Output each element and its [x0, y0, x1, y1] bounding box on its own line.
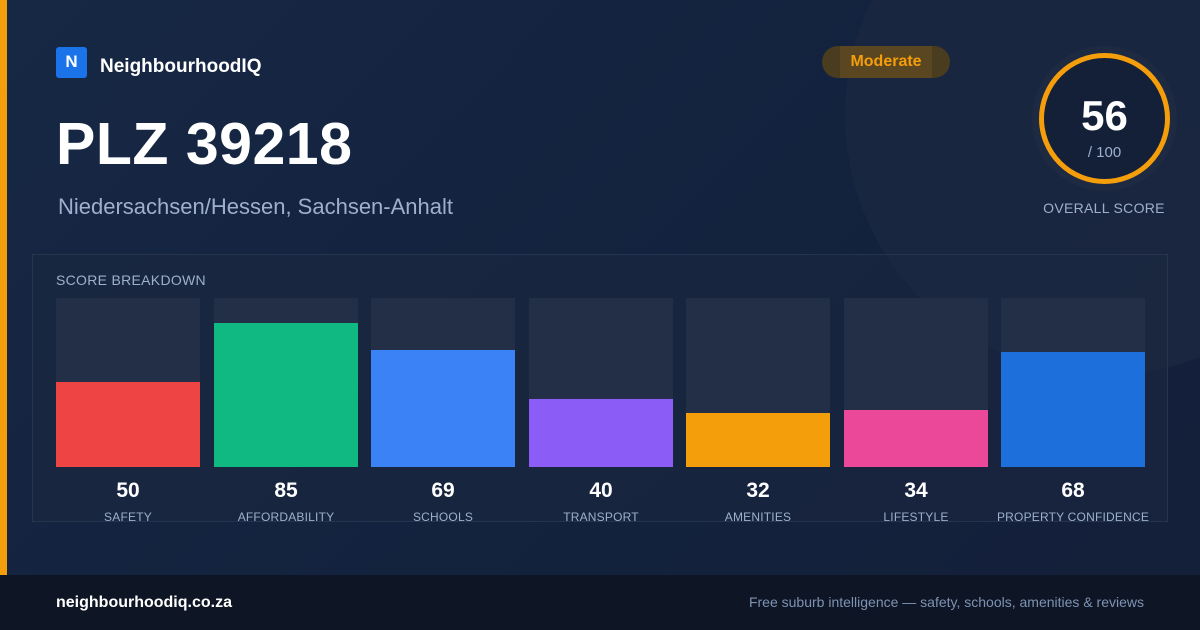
status-badge: Moderate [822, 46, 950, 78]
score-bar-fill [56, 382, 200, 467]
score-bar-value: 34 [904, 479, 928, 502]
score-bar-fill [529, 399, 673, 467]
overall-score-label: OVERALL SCORE [1043, 200, 1165, 216]
brand-logo-icon: N [56, 46, 87, 78]
score-bar-track [56, 298, 200, 467]
score-bar-track [686, 298, 830, 467]
score-bar-fill [214, 323, 358, 467]
score-bar-fill [686, 413, 830, 467]
score-bar-value: 32 [746, 479, 770, 502]
page-title: PLZ 39218 [56, 111, 353, 177]
score-bar-value: 69 [431, 479, 455, 502]
brand[interactable]: N NeighbourhoodIQ [56, 46, 261, 78]
score-bar-label: AMENITIES [724, 510, 792, 524]
footer-tagline: Free suburb intelligence — safety, schoo… [748, 594, 1144, 610]
score-bar-track [529, 298, 673, 467]
footer: neighbourhoodiq.co.za Free suburb intell… [0, 575, 1200, 630]
accent-bar [0, 0, 7, 575]
score-bar-track [214, 298, 358, 467]
score-bar-label: PROPERTY CONFIDENCE [996, 510, 1150, 524]
brand-name: NeighbourhoodIQ [100, 56, 262, 77]
score-bar-value: 40 [589, 479, 613, 502]
overall-score-value: 56 [1081, 92, 1128, 139]
page-subtitle: Niedersachsen/Hessen, Sachsen-Anhalt [58, 194, 454, 219]
status-badge-label: Moderate [850, 53, 922, 70]
overall-score-max: / 100 [1087, 144, 1122, 161]
footer-url[interactable]: neighbourhoodiq.co.za [56, 594, 232, 611]
score-bar-value: 85 [274, 479, 298, 502]
score-bar-track [371, 298, 515, 467]
score-bar-label: SAFETY [104, 510, 152, 524]
score-breakdown-panel: SCORE BREAKDOWN 50 SAFETY 85 AFFORDABILITY 6… [32, 254, 1168, 524]
score-bar-fill [1001, 352, 1145, 467]
score-breakdown-title: SCORE BREAKDOWN [56, 272, 206, 288]
score-bar-value: 68 [1061, 479, 1085, 502]
score-bar-track [844, 298, 988, 467]
overall-score-ring: 56 / 100 [1032, 46, 1177, 191]
score-bar-fill [371, 350, 515, 467]
score-bar-label: LIFESTYLE [883, 510, 949, 524]
score-bar-fill [844, 410, 988, 467]
score-bar-label: TRANSPORT [563, 510, 639, 524]
score-bar-track [1001, 298, 1145, 467]
score-bar-label: AFFORDABILITY [237, 510, 335, 524]
score-bar-label: SCHOOLS [412, 510, 474, 524]
score-bar-value: 50 [116, 479, 140, 502]
